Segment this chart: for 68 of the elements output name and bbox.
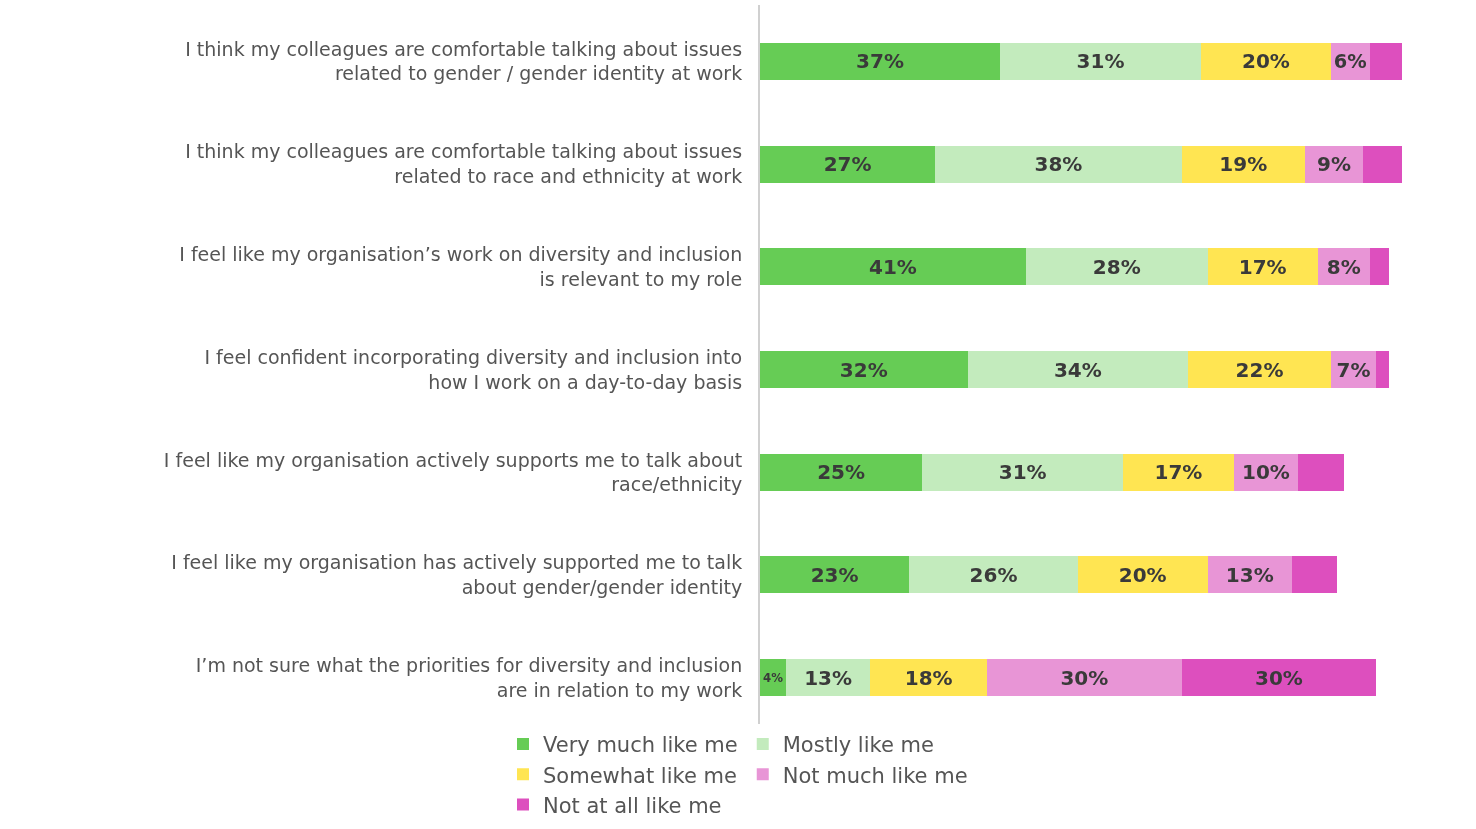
data-label: 37% xyxy=(856,49,904,74)
bar xyxy=(1291,556,1338,594)
data-label: 31% xyxy=(1076,49,1125,74)
y-tick-label: I feel like my organisation actively supports me to talk about race/ethnicity xyxy=(163,448,743,496)
bar xyxy=(1000,43,1202,80)
data-label: 32% xyxy=(839,357,888,382)
bar xyxy=(1369,248,1390,286)
data-label: 9% xyxy=(1317,152,1352,177)
data-label: 41% xyxy=(869,254,917,279)
bar xyxy=(1181,659,1377,697)
y-tick-label: I’m not sure what the priorities for diversity and inclusion are in relation to my work xyxy=(195,653,743,701)
data-label: 34% xyxy=(1053,357,1102,382)
data-label: 10% xyxy=(1242,460,1290,485)
data-label: 6% xyxy=(1333,50,1367,74)
legend-label: Somewhat like me xyxy=(543,763,737,788)
data-label: 13% xyxy=(804,665,853,690)
data-label: 13% xyxy=(1225,562,1274,587)
data-label: 30% xyxy=(1255,665,1303,690)
data-label: 4% xyxy=(763,670,784,685)
legend-label: Very much like me xyxy=(543,733,738,758)
bar xyxy=(1369,43,1403,80)
data-label: 26% xyxy=(969,562,1018,587)
data-label: 30% xyxy=(1060,665,1109,690)
data-label: 18% xyxy=(904,665,953,690)
bar xyxy=(1025,248,1208,286)
bar xyxy=(1201,43,1331,80)
bar xyxy=(760,43,1001,80)
y-tick-label: I think my colleagues are comfortable talking about issues related to race and ethnicity at work xyxy=(185,140,743,188)
bar xyxy=(760,453,923,491)
legend-label: Not at all like me xyxy=(543,793,722,818)
data-label: 17% xyxy=(1238,254,1287,279)
y-tick-label: I feel confident incorporating diversity and inclusion into how I work on a day-to-day basis xyxy=(204,345,743,393)
data-label: 25% xyxy=(817,460,866,485)
data-label: 31% xyxy=(998,460,1047,485)
bar xyxy=(922,453,1124,491)
data-label: 22% xyxy=(1235,357,1284,382)
bar xyxy=(987,659,1182,697)
bar xyxy=(1077,556,1208,594)
bar xyxy=(760,351,968,389)
bar xyxy=(760,248,1026,286)
legend-label: Not much like me xyxy=(782,763,968,788)
data-label: 38% xyxy=(1034,152,1083,177)
data-label: 19% xyxy=(1219,152,1268,177)
data-label: 20% xyxy=(1242,49,1290,74)
y-tick-label: I think my colleagues are comfortable talking about issues related to gender / gender identity at work xyxy=(185,37,743,85)
bar xyxy=(1376,351,1390,389)
y-tick-label: I feel like my organisation has actively supported me to talk about gender/gender identity xyxy=(171,551,743,598)
bar xyxy=(760,145,936,183)
data-label: 8% xyxy=(1326,254,1361,279)
y-tick-label: I feel like my organisation’s work on diversity and inclusion is relevant to my role xyxy=(179,243,743,290)
bar xyxy=(1298,453,1344,491)
bar xyxy=(1188,351,1331,389)
bar xyxy=(1181,145,1305,183)
bar xyxy=(1363,145,1403,183)
bar xyxy=(760,556,910,594)
data-label: 20% xyxy=(1118,562,1167,587)
bar xyxy=(967,351,1189,389)
data-label: 27% xyxy=(823,152,872,177)
legend-label: Mostly like me xyxy=(782,733,934,758)
bar xyxy=(935,145,1182,183)
bar xyxy=(1207,248,1318,286)
data-label: 7% xyxy=(1336,357,1371,382)
data-label: 23% xyxy=(810,562,859,587)
bar xyxy=(870,659,988,697)
bar xyxy=(909,556,1078,594)
bar xyxy=(1123,453,1234,491)
data-label: 28% xyxy=(1092,254,1141,279)
data-label: 17% xyxy=(1154,460,1203,485)
